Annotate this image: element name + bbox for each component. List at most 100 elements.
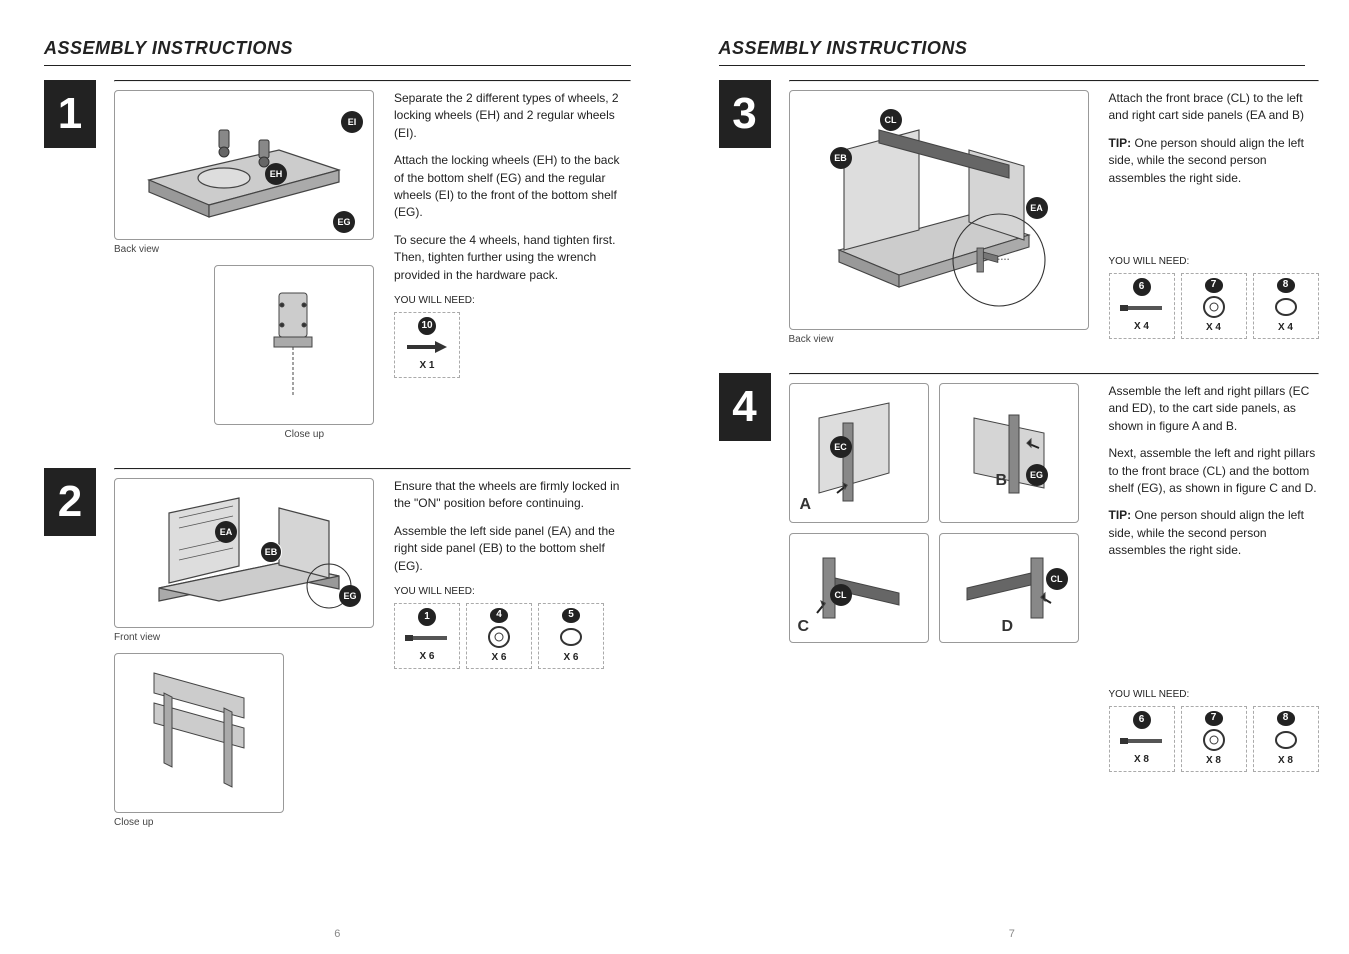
fig-letter-a: A [800,496,812,514]
diagram-caption: Close up [114,817,374,828]
step2-diagram-closeup [114,653,284,813]
step-rule [114,80,631,82]
washer-icon [1200,293,1228,321]
you-will-need-label: YOU WILL NEED: [1109,255,1319,270]
part-label-EH: EH [265,163,287,185]
step-text: Separate the 2 different types of wheels… [394,90,631,142]
step-number: 1 [44,80,96,148]
step-rule [789,373,1319,375]
hardware-qty: X 4 [1278,321,1293,336]
hardware-qty: X 4 [1134,320,1149,335]
wrench-icon [405,335,449,359]
step2-diagram-main: EA EB EG [114,478,374,628]
step-text: Ensure that the wheels are firmly locked… [394,478,631,513]
hardware-qty: X 6 [419,650,434,665]
hardware-num: 8 [1277,711,1295,726]
hardware-num: 6 [1133,278,1151,296]
hardware-item: 1 X 6 [394,603,460,669]
step-1: 1 [44,80,631,440]
step-tip: TIP: One person should align the left si… [1109,507,1319,559]
part-label-CL: CL [880,109,902,131]
hardware-qty: X 4 [1206,321,1221,336]
bolt-icon [403,626,451,650]
hardware-item: 7 X 8 [1181,706,1247,772]
tip-label: TIP: [1109,136,1132,150]
hardware-num: 10 [418,317,436,335]
step-text: Next, assemble the left and right pillar… [1109,445,1319,497]
hardware-qty: X 6 [563,651,578,666]
hardware-item: 7 X 4 [1181,273,1247,339]
step4-diagram-c: C CL [789,533,929,643]
part-label-EB: EB [830,147,852,169]
step-2: 2 [44,468,631,828]
step-rule [789,80,1319,82]
you-will-need-row: 6 X 8 7 X 8 [1109,706,1319,772]
diagram-caption: Back view [789,334,1089,345]
hardware-num: 5 [562,608,580,623]
washer-icon [557,623,585,651]
part-label-EG: EG [333,211,355,233]
step-tip: TIP: One person should align the left si… [1109,135,1319,187]
hardware-item: 8 X 8 [1253,706,1319,772]
fig-letter-d: D [1002,618,1014,636]
step-number: 4 [719,373,771,441]
hardware-item: 5 X 6 [538,603,604,669]
hardware-num: 7 [1205,278,1223,293]
fig-letter-b: B [996,472,1008,490]
hardware-num: 4 [490,608,508,623]
page-title-left: ASSEMBLY INSTRUCTIONS [44,38,631,59]
step4-diagram-b: B EG [939,383,1079,523]
you-will-need-label: YOU WILL NEED: [394,585,631,600]
step-number: 2 [44,468,96,536]
part-label-CL: CL [830,584,852,606]
hardware-item: 4 X 6 [466,603,532,669]
step-number: 3 [719,80,771,148]
washer-icon [485,623,513,651]
title-rule [719,65,1306,66]
part-label-EG: EG [1026,464,1048,486]
you-will-need-row: 6 X 4 7 X 4 [1109,273,1319,339]
you-will-need-row: 1 X 6 4 X 6 [394,603,631,669]
you-will-need-row: 10 X 1 [394,312,631,378]
hardware-num: 6 [1133,711,1151,729]
hardware-qty: X 8 [1206,754,1221,769]
hardware-item: 8 X 4 [1253,273,1319,339]
tip-label: TIP: [1109,508,1132,522]
title-rule [44,65,631,66]
part-label-EI: EI [341,111,363,133]
hardware-item: 10 X 1 [394,312,460,378]
part-label-CL: CL [1046,568,1068,590]
page-left: ASSEMBLY INSTRUCTIONS 1 [0,0,675,954]
page-number: 6 [334,928,340,940]
step4-diagram-a: A EC [789,383,929,523]
hardware-qty: X 6 [491,651,506,666]
page-right: ASSEMBLY INSTRUCTIONS 3 [675,0,1349,954]
diagram-caption: Back view [114,244,374,255]
page-number: 7 [1009,928,1015,940]
hardware-num: 1 [418,608,436,626]
tip-text: One person should align the left side, w… [1109,136,1304,185]
hardware-item: 6 X 4 [1109,273,1175,339]
you-will-need-label: YOU WILL NEED: [394,294,631,309]
part-label-EC: EC [830,436,852,458]
part-label-EB: EB [260,541,282,563]
step-text: To secure the 4 wheels, hand tighten fir… [394,232,631,284]
washer-icon [1272,293,1300,321]
page-title-right: ASSEMBLY INSTRUCTIONS [719,38,1306,59]
you-will-need-label: YOU WILL NEED: [1109,688,1319,703]
step1-diagram-closeup [214,265,374,425]
hardware-num: 8 [1277,278,1295,293]
step-text: Attach the locking wheels (EH) to the ba… [394,152,631,222]
step4-diagram-d: D CL [939,533,1079,643]
step-text: Attach the front brace (CL) to the left … [1109,90,1319,125]
hardware-item: 6 X 8 [1109,706,1175,772]
step-text: Assemble the left and right pillars (EC … [1109,383,1319,435]
step-3: 3 [719,80,1306,345]
diagram-caption: Front view [114,632,374,643]
tip-text: One person should align the left side, w… [1109,508,1304,557]
fig-letter-c: C [798,618,810,636]
hardware-qty: X 1 [419,359,434,374]
part-label-EA: EA [1026,197,1048,219]
diagram-caption: Close up [285,429,324,440]
washer-icon [1200,726,1228,754]
